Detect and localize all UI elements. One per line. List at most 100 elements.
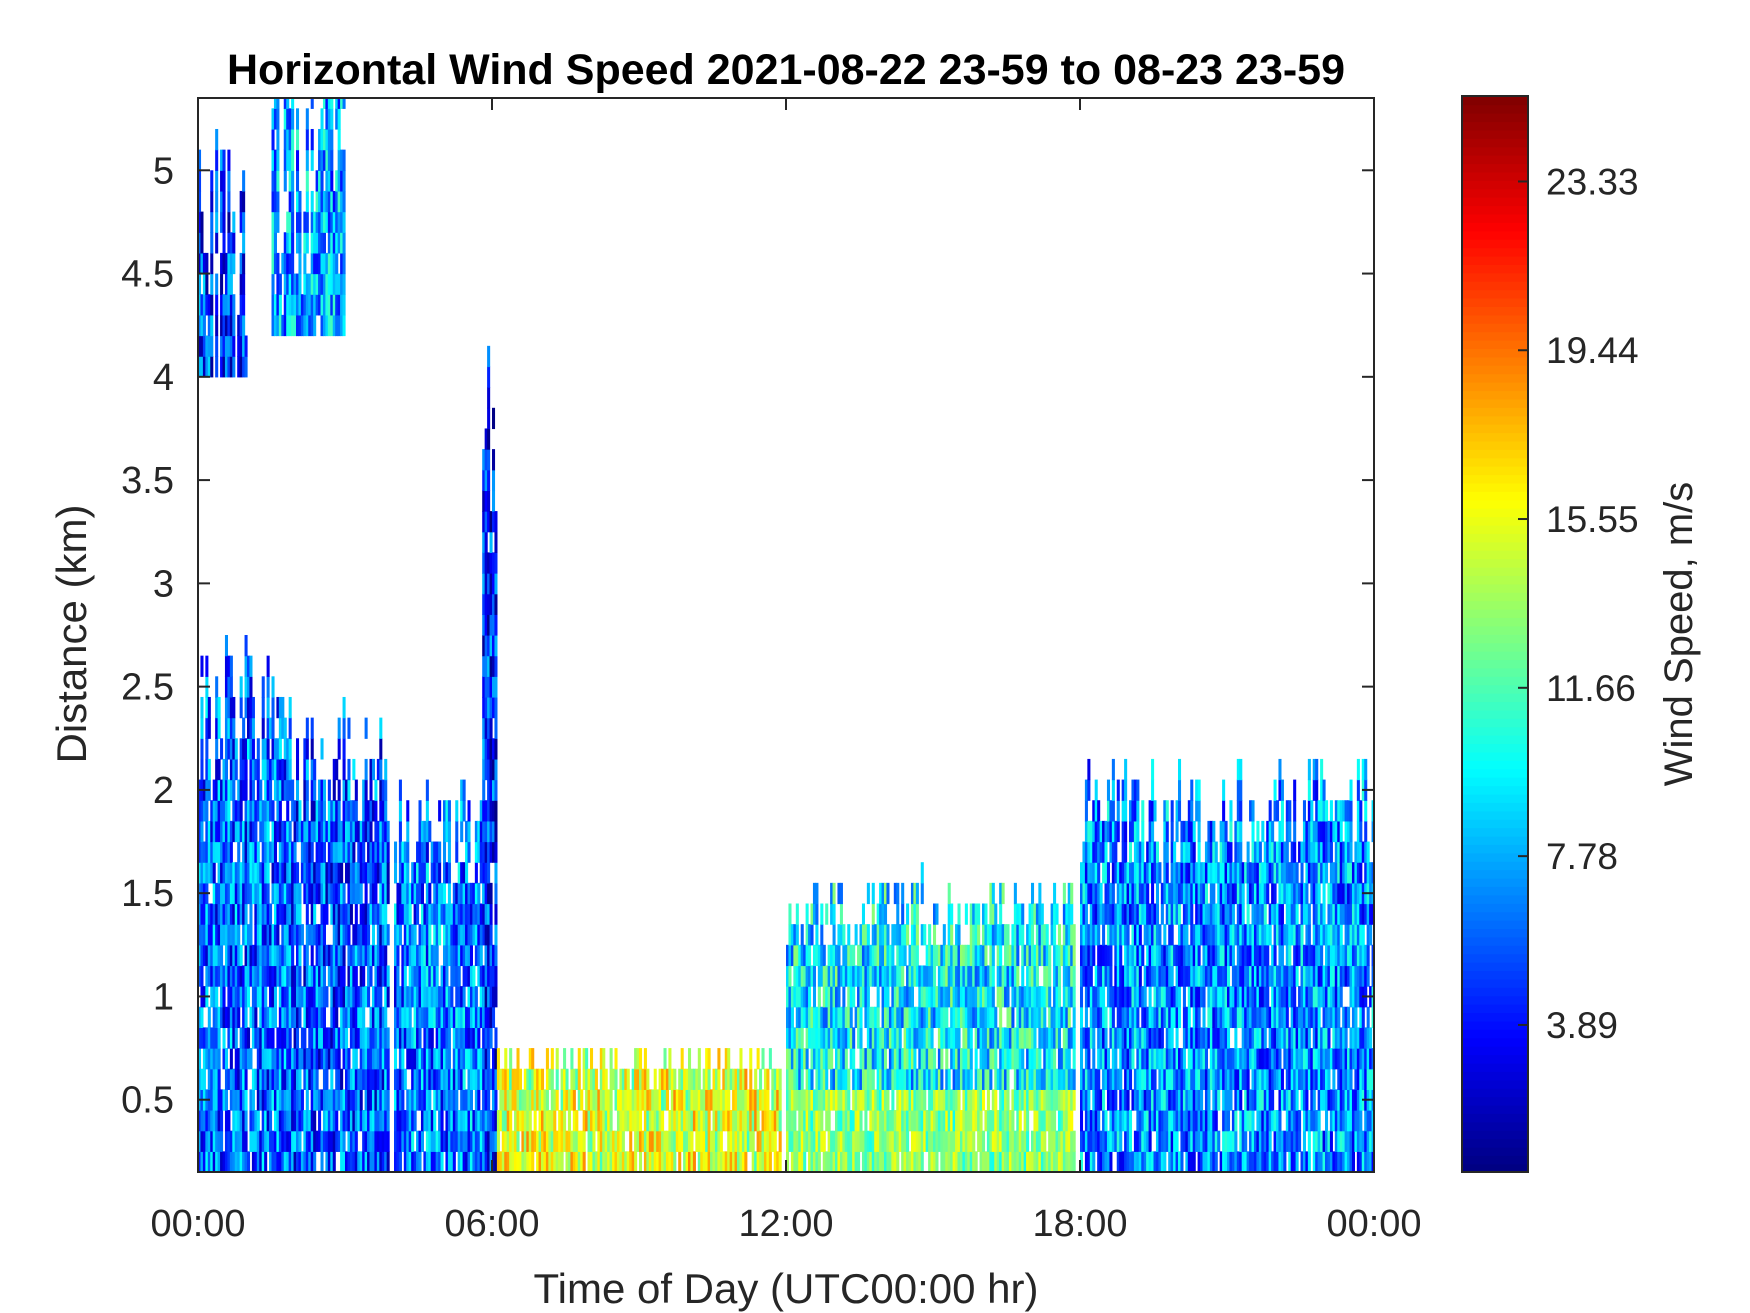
heatmap-cell xyxy=(242,924,246,946)
heatmap-cell xyxy=(433,1048,437,1070)
heatmap-cell xyxy=(477,944,481,967)
heatmap-cell xyxy=(308,986,312,1008)
heatmap-cell xyxy=(224,800,228,822)
heatmap-cell xyxy=(1116,986,1120,1008)
heatmap-cell xyxy=(224,903,228,925)
heatmap-cell xyxy=(428,924,432,946)
heatmap-cell xyxy=(871,903,875,925)
heatmap-cell xyxy=(212,882,216,905)
heatmap-cell xyxy=(1080,924,1084,946)
heatmap-cell xyxy=(1155,1027,1159,1049)
heatmap-cell xyxy=(1129,944,1133,967)
heatmap-cell xyxy=(1146,965,1150,987)
heatmap-cell xyxy=(256,738,260,760)
heatmap-cell xyxy=(494,676,498,698)
heatmap-cell xyxy=(1023,1110,1027,1132)
heatmap-cell xyxy=(269,965,273,987)
heatmap-cell xyxy=(688,1089,692,1111)
heatmap-cell xyxy=(266,1130,270,1152)
heatmap-cell xyxy=(994,903,998,925)
heatmap-cell xyxy=(455,1068,459,1090)
heatmap-cell xyxy=(352,965,356,987)
heatmap-cell xyxy=(286,149,290,171)
heatmap-cell xyxy=(487,1027,491,1049)
heatmap-cell xyxy=(266,862,270,884)
heatmap-cell xyxy=(425,1130,429,1152)
heatmap-cell xyxy=(663,1048,667,1070)
heatmap-cell xyxy=(947,1089,951,1111)
heatmap-cell xyxy=(852,1068,856,1090)
heatmap-cell xyxy=(492,1151,496,1172)
heatmap-cell xyxy=(335,882,339,905)
heatmap-cell xyxy=(215,676,219,698)
heatmap-cell xyxy=(222,1048,226,1070)
heatmap-cell xyxy=(288,717,292,739)
heatmap-cell xyxy=(957,1110,961,1132)
heatmap-cell xyxy=(923,965,927,987)
heatmap-cell xyxy=(335,1068,339,1090)
heatmap-cell xyxy=(308,820,312,843)
heatmap-cell xyxy=(269,924,273,946)
heatmap-cell xyxy=(763,1130,767,1152)
heatmap-cell xyxy=(881,924,885,946)
heatmap-cell xyxy=(685,1089,689,1111)
heatmap-cell xyxy=(428,882,432,905)
heatmap-cell xyxy=(347,820,351,843)
heatmap-cell xyxy=(1055,986,1059,1008)
heatmap-cell xyxy=(286,1110,290,1132)
heatmap-cell xyxy=(969,1068,973,1090)
heatmap-cell xyxy=(800,1027,804,1049)
heatmap-cell xyxy=(1092,841,1096,863)
heatmap-cell xyxy=(423,1151,427,1172)
heatmap-cell xyxy=(332,1089,336,1111)
heatmap-cell xyxy=(930,1130,934,1152)
heatmap-cell xyxy=(227,232,231,254)
heatmap-cell xyxy=(803,944,807,967)
heatmap-cell xyxy=(1011,1110,1015,1132)
heatmap-cell xyxy=(247,820,251,843)
heatmap-cell xyxy=(276,800,280,822)
heatmap-cell xyxy=(1129,903,1133,925)
heatmap-cell xyxy=(313,1048,317,1070)
heatmap-cell xyxy=(837,1110,841,1132)
heatmap-cell xyxy=(276,98,280,109)
heatmap-cell xyxy=(210,273,214,295)
heatmap-cell xyxy=(349,882,353,905)
heatmap-cell xyxy=(234,1048,238,1070)
heatmap-cell xyxy=(484,986,488,1008)
heatmap-cell xyxy=(337,1027,341,1049)
heatmap-cell xyxy=(937,1089,941,1111)
heatmap-cell xyxy=(1087,1110,1091,1132)
heatmap-cell xyxy=(460,800,464,822)
heatmap-cell xyxy=(210,924,214,946)
heatmap-cell xyxy=(852,1027,856,1049)
heatmap-cell xyxy=(844,1130,848,1152)
heatmap-cell xyxy=(352,1006,356,1029)
heatmap-cell xyxy=(788,1089,792,1111)
heatmap-cell xyxy=(251,1130,255,1152)
heatmap-cell xyxy=(340,862,344,884)
heatmap-cell xyxy=(940,1151,944,1172)
heatmap-cell xyxy=(1129,882,1133,905)
heatmap-cell xyxy=(484,1068,488,1090)
heatmap-cell xyxy=(484,1089,488,1111)
heatmap-cell xyxy=(327,273,331,295)
heatmap-cell xyxy=(1114,986,1118,1008)
heatmap-cell xyxy=(800,944,804,967)
heatmap-cell xyxy=(1023,1151,1027,1172)
heatmap-cell xyxy=(1060,1130,1064,1152)
heatmap-cell xyxy=(489,820,493,843)
heatmap-cell xyxy=(484,655,488,677)
heatmap-cell xyxy=(428,1006,432,1029)
heatmap-cell xyxy=(465,1130,469,1152)
heatmap-cell xyxy=(1121,924,1125,946)
heatmap-cell xyxy=(222,882,226,905)
heatmap-cell xyxy=(913,1006,917,1029)
heatmap-cell xyxy=(1092,820,1096,843)
heatmap-cell xyxy=(888,1048,892,1070)
heatmap-cell xyxy=(276,862,280,884)
heatmap-cell xyxy=(271,841,275,863)
heatmap-cell xyxy=(1133,800,1137,822)
heatmap-cell xyxy=(239,1048,243,1070)
